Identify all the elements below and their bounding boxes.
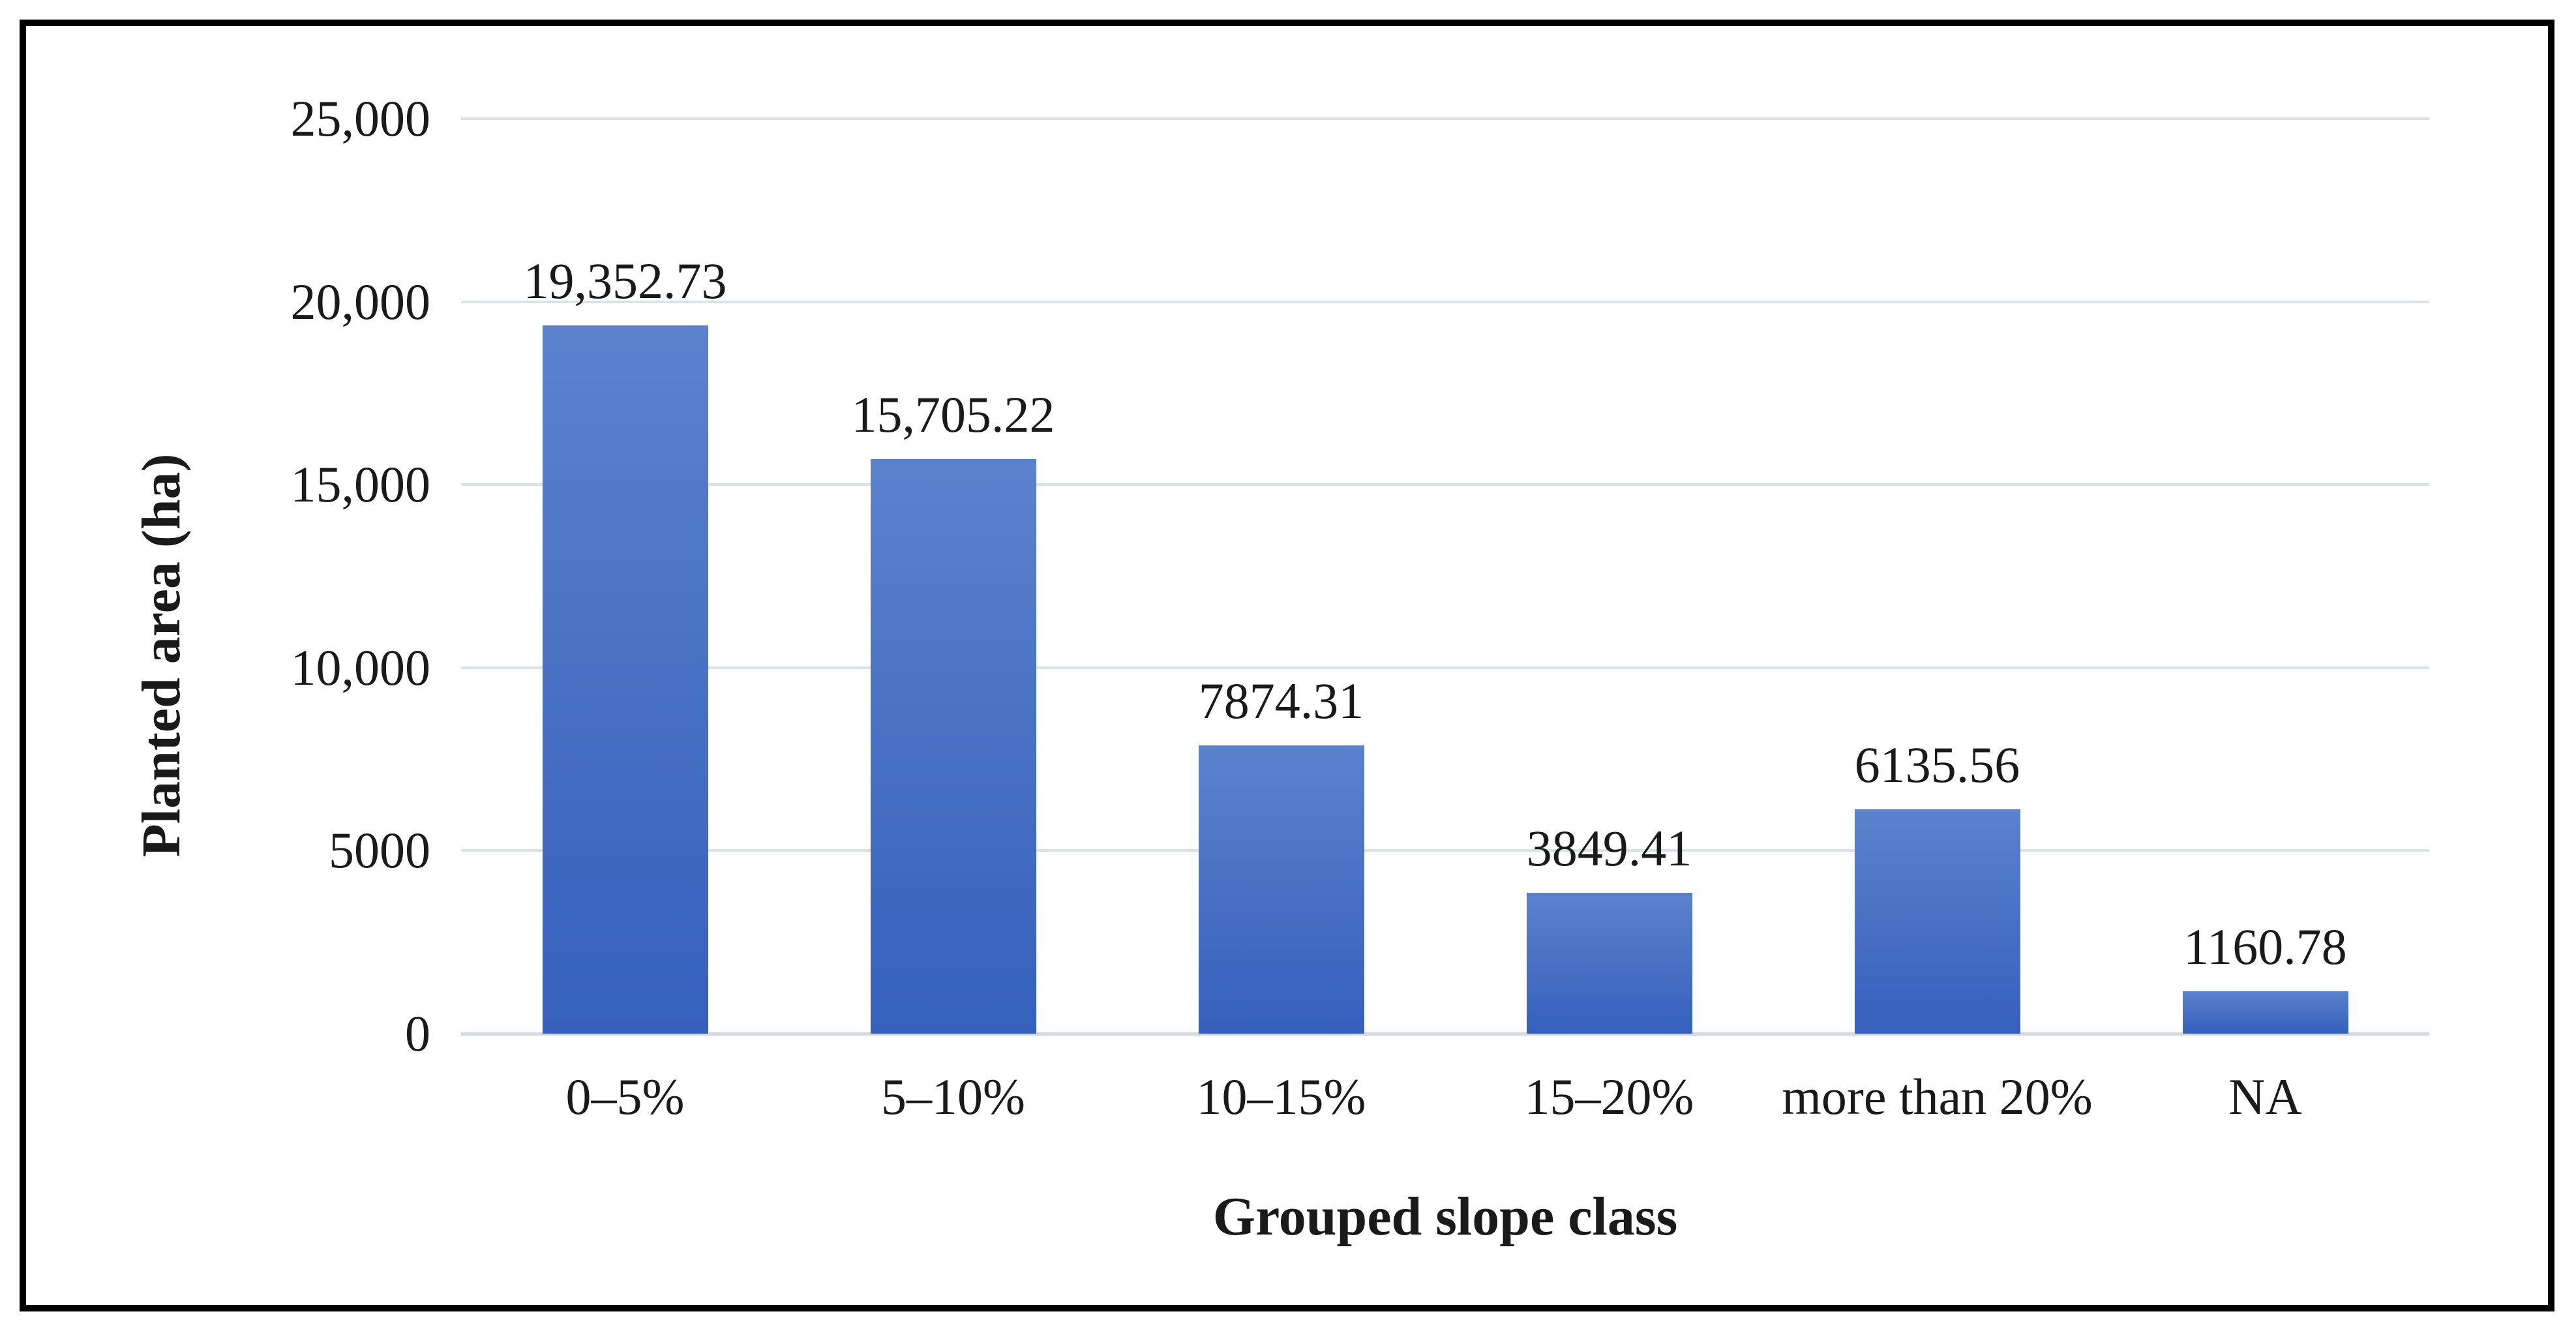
x-category-label: NA xyxy=(2228,1068,2302,1125)
bar-value-label: 7874.31 xyxy=(1198,672,1364,730)
bar xyxy=(1526,892,1692,1034)
bar-value-label: 1160.78 xyxy=(2183,918,2347,975)
bar-value-label: 3849.41 xyxy=(1526,819,1692,876)
gridline-20000 xyxy=(461,300,2429,303)
y-tick-label: 0 xyxy=(405,1005,430,1062)
bar xyxy=(2182,991,2348,1034)
x-category-label: 5–10% xyxy=(881,1068,1025,1125)
gridline-25000 xyxy=(461,117,2429,120)
bar xyxy=(1854,809,2020,1034)
bar xyxy=(870,458,1036,1034)
x-category-label: more than 20% xyxy=(1782,1068,2093,1125)
y-tick-label: 25,000 xyxy=(290,90,431,147)
y-tick-label: 20,000 xyxy=(290,273,431,330)
bar xyxy=(1198,745,1364,1034)
x-axis-title: Grouped slope class xyxy=(1212,1186,1678,1247)
bar-value-label: 19,352.73 xyxy=(523,252,727,309)
bar-value-label: 6135.56 xyxy=(1854,736,2020,793)
gridline-5000 xyxy=(461,849,2429,852)
x-axis-baseline xyxy=(461,1032,2429,1036)
y-tick-label: 5000 xyxy=(329,822,430,879)
x-category-label: 15–20% xyxy=(1524,1068,1694,1125)
figure-border xyxy=(20,20,2554,1311)
x-category-label: 0–5% xyxy=(565,1068,685,1125)
bar xyxy=(542,325,708,1034)
gridline-15000 xyxy=(461,483,2429,487)
y-tick-label: 15,000 xyxy=(290,456,431,513)
y-tick-label: 10,000 xyxy=(290,638,431,696)
x-category-label: 10–15% xyxy=(1196,1068,1366,1125)
gridline-10000 xyxy=(461,666,2429,669)
bar-value-label: 15,705.22 xyxy=(851,385,1055,443)
